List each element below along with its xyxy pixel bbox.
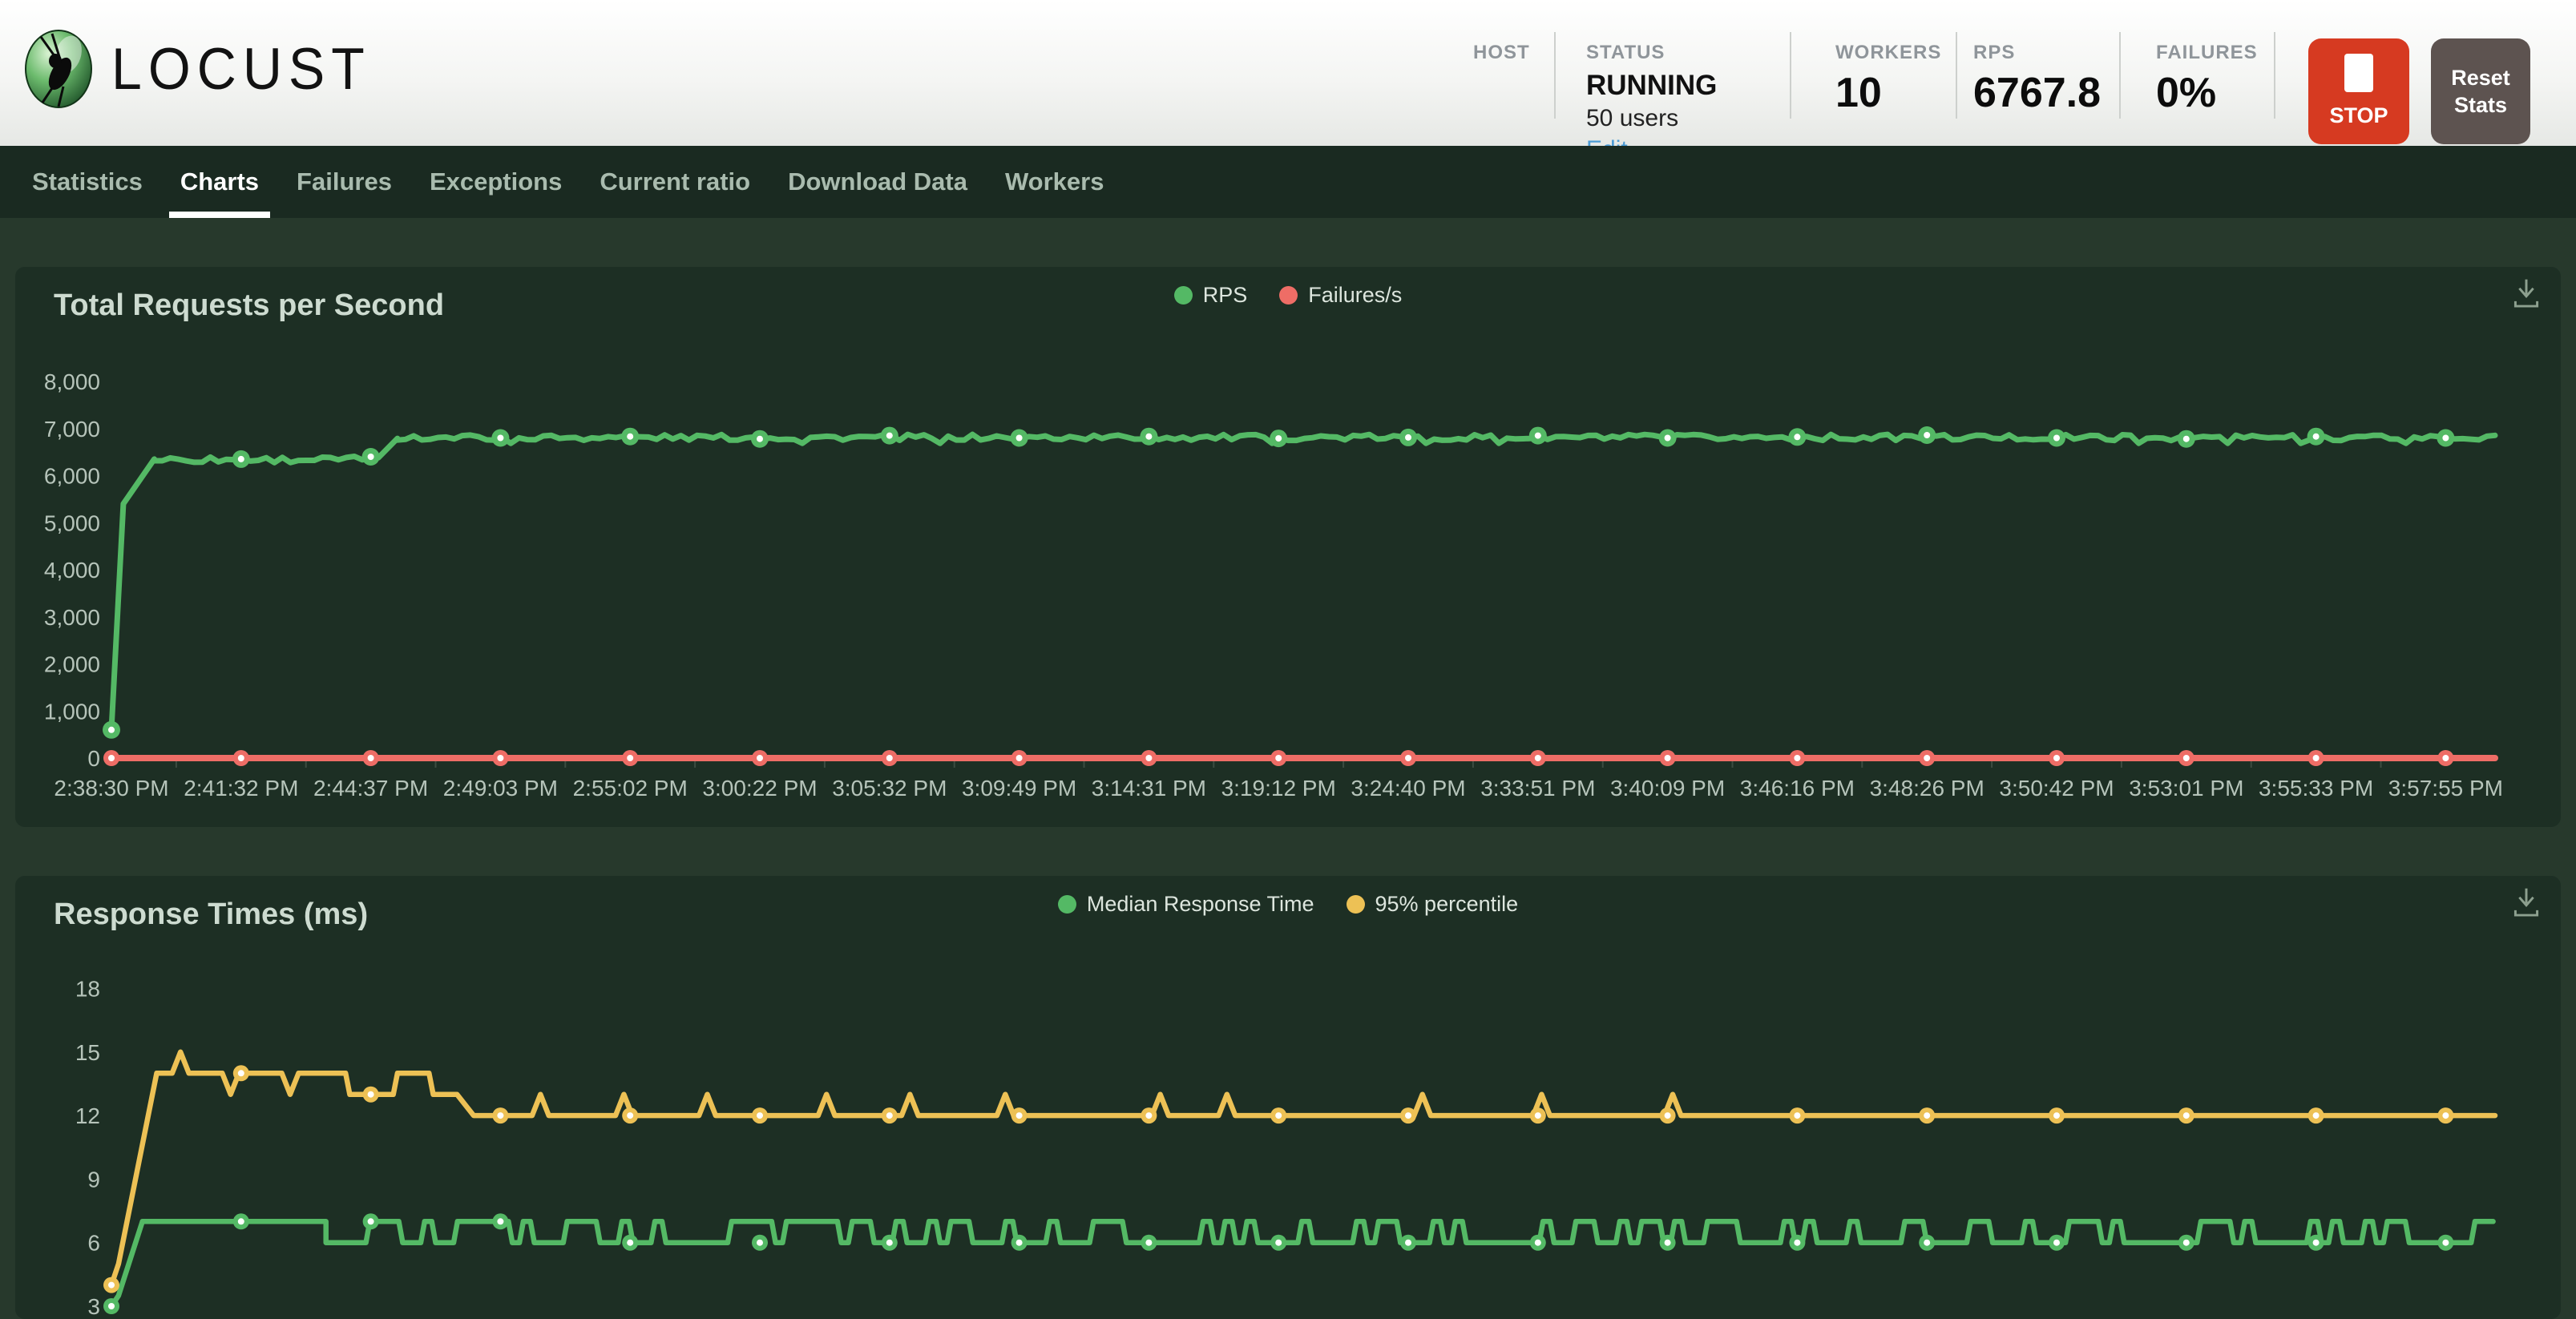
failures-label: FAILURES (2156, 42, 2258, 64)
median-legend-dot (1058, 895, 1076, 914)
response-times-chart-panel: Response Times (ms) Median Response Time… (15, 876, 2561, 1319)
header-divider (1956, 32, 1957, 119)
svg-text:6: 6 (87, 1231, 100, 1256)
svg-text:3:53:01 PM: 3:53:01 PM (2129, 776, 2243, 801)
reset-stats-button[interactable]: Reset Stats (2431, 38, 2530, 144)
failures-value: 0% (2156, 72, 2258, 114)
svg-text:3:48:26 PM: 3:48:26 PM (1870, 776, 1984, 801)
svg-text:7,000: 7,000 (44, 417, 100, 442)
workers-value: 10 (1835, 72, 1941, 114)
legend-item-median[interactable]: Median Response Time (1058, 892, 1314, 917)
tab-workers[interactable]: Workers (1005, 146, 1104, 218)
locust-web-ui: { "header": { "logo_text": "LOCUST", "st… (0, 0, 2576, 1319)
median-legend-label: Median Response Time (1087, 892, 1314, 917)
svg-text:3:24:40 PM: 3:24:40 PM (1351, 776, 1465, 801)
stop-button-label: STOP (2319, 102, 2399, 129)
svg-text:3:00:22 PM: 3:00:22 PM (702, 776, 817, 801)
reset-stats-label: Reset Stats (2441, 64, 2521, 119)
svg-text:3:46:16 PM: 3:46:16 PM (1740, 776, 1855, 801)
svg-text:2:55:02 PM: 2:55:02 PM (573, 776, 688, 801)
svg-text:4,000: 4,000 (44, 558, 100, 583)
locust-logo[interactable]: LOCUST (22, 27, 371, 111)
rps-legend-label: RPS (1203, 283, 1248, 308)
svg-text:3:40:09 PM: 3:40:09 PM (1610, 776, 1725, 801)
workers-label: WORKERS (1835, 42, 1941, 64)
failures-legend-dot (1279, 286, 1298, 305)
status-stat: STATUS RUNNING 50 users Edit (1586, 42, 1717, 162)
svg-text:3,000: 3,000 (44, 605, 100, 630)
download-chart-icon[interactable] (2509, 885, 2543, 919)
tab-current-ratio[interactable]: Current ratio (600, 146, 750, 218)
host-stat: HOST (1473, 42, 1530, 71)
p95-legend-dot (1347, 895, 1365, 914)
svg-text:2:49:03 PM: 2:49:03 PM (443, 776, 558, 801)
stop-icon (2344, 54, 2373, 92)
logo-wordmark: LOCUST (111, 35, 371, 103)
tab-statistics[interactable]: Statistics (32, 146, 143, 218)
svg-text:3:55:33 PM: 3:55:33 PM (2259, 776, 2373, 801)
failures-stat: FAILURES 0% (2156, 42, 2258, 114)
svg-text:2:41:32 PM: 2:41:32 PM (184, 776, 298, 801)
rps-chart-canvas[interactable]: 0 1,000 2,000 3,000 4,000 5,000 6,000 7,000 8,00… (15, 267, 2561, 827)
svg-text:3:14:31 PM: 3:14:31 PM (1092, 776, 1206, 801)
svg-text:5,000: 5,000 (44, 510, 100, 535)
app-header: LOCUST HOST STATUS RUNNING 50 users Edit… (0, 0, 2576, 146)
svg-text:6,000: 6,000 (44, 464, 100, 489)
tab-charts[interactable]: Charts (180, 146, 259, 218)
svg-text:1,000: 1,000 (44, 699, 100, 724)
svg-text:3:09:49 PM: 3:09:49 PM (962, 776, 1076, 801)
legend-item-failures[interactable]: Failures/s (1279, 283, 1402, 308)
host-label: HOST (1473, 42, 1530, 64)
response-times-chart-legend: Median Response Time 95% percentile (15, 885, 2561, 922)
main-nav: Statistics Charts Failures Exceptions Cu… (0, 146, 2576, 218)
header-divider (1790, 32, 1791, 119)
svg-text:3: 3 (87, 1294, 100, 1319)
user-count: 50 users (1586, 107, 1717, 131)
svg-text:15: 15 (75, 1040, 100, 1065)
rps-value: 6767.8 (1973, 72, 2101, 114)
svg-text:2:38:30 PM: 2:38:30 PM (54, 776, 168, 801)
rps-legend-dot (1174, 286, 1193, 305)
svg-text:2:44:37 PM: 2:44:37 PM (313, 776, 428, 801)
svg-text:3:19:12 PM: 3:19:12 PM (1221, 776, 1336, 801)
stop-button[interactable]: STOP (2308, 38, 2409, 144)
rps-stat: RPS 6767.8 (1973, 42, 2101, 114)
svg-text:18: 18 (75, 977, 100, 1002)
svg-text:3:57:55 PM: 3:57:55 PM (2388, 776, 2503, 801)
status-label: STATUS (1586, 42, 1717, 64)
status-value: RUNNING (1586, 71, 1717, 99)
download-chart-icon[interactable] (2509, 276, 2543, 310)
rps-label: RPS (1973, 42, 2101, 64)
svg-text:12: 12 (75, 1103, 100, 1128)
tab-failures[interactable]: Failures (297, 146, 392, 218)
svg-text:2,000: 2,000 (44, 652, 100, 677)
tab-exceptions[interactable]: Exceptions (430, 146, 562, 218)
workers-stat: WORKERS 10 (1835, 42, 1941, 114)
svg-text:3:33:51 PM: 3:33:51 PM (1480, 776, 1595, 801)
legend-item-rps[interactable]: RPS (1174, 283, 1248, 308)
svg-text:3:50:42 PM: 3:50:42 PM (1999, 776, 2114, 801)
rps-chart-panel: Total Requests per Second RPS Failures/s… (15, 267, 2561, 827)
legend-item-p95[interactable]: 95% percentile (1347, 892, 1519, 917)
rps-chart-legend: RPS Failures/s (15, 276, 2561, 313)
svg-text:0: 0 (87, 746, 100, 771)
p95-legend-label: 95% percentile (1375, 892, 1519, 917)
svg-text:8,000: 8,000 (44, 369, 100, 394)
locust-logo-icon (22, 27, 95, 111)
header-divider (2274, 32, 2275, 119)
header-divider (1554, 32, 1556, 119)
failures-legend-label: Failures/s (1308, 283, 1402, 308)
svg-text:3:05:32 PM: 3:05:32 PM (832, 776, 947, 801)
header-divider (2119, 32, 2121, 119)
response-times-chart-canvas[interactable]: 3 6 9 12 15 18 (15, 876, 2561, 1319)
tab-download-data[interactable]: Download Data (788, 146, 967, 218)
svg-text:9: 9 (87, 1167, 100, 1192)
